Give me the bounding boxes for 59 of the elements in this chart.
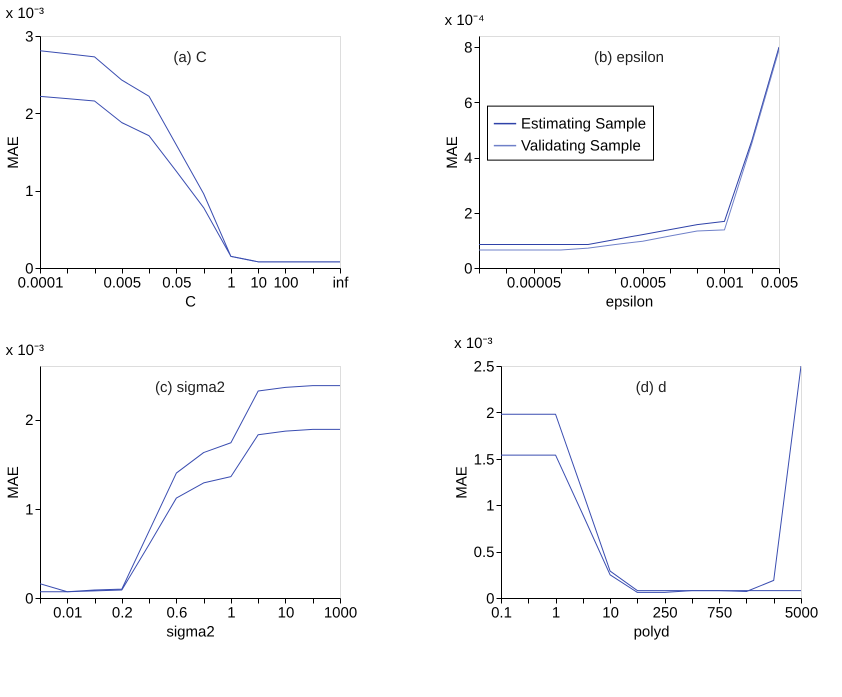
legend-label: Validating Sample bbox=[521, 138, 641, 155]
y-axis-title: MAE bbox=[444, 136, 462, 169]
y-tick-label: 4 bbox=[464, 150, 472, 168]
y-tick-label: 1 bbox=[25, 501, 34, 518]
x-tick-label: 5000 bbox=[784, 604, 818, 622]
text: x 10⁻³ bbox=[6, 342, 44, 359]
y-tick-label: 8 bbox=[464, 40, 472, 57]
x-axis-title: C bbox=[185, 294, 196, 310]
x-tick-label: 250 bbox=[652, 604, 678, 622]
x-tick-label: 10 bbox=[278, 604, 294, 622]
x-tick-label: 10 bbox=[250, 274, 268, 292]
y-tick-label: 0.5 bbox=[474, 544, 494, 562]
x-axis-title: polyd bbox=[634, 624, 670, 640]
text: x 10⁻³ bbox=[6, 5, 44, 22]
x-tick-label: 100 bbox=[273, 274, 298, 292]
x-tick-label: 750 bbox=[707, 604, 732, 622]
x-tick-label: 0.2 bbox=[112, 604, 133, 622]
text: (a) C bbox=[173, 49, 207, 66]
y-axis-title: MAE bbox=[454, 466, 471, 499]
x-tick-label: 0.00005 bbox=[506, 274, 562, 292]
x-tick-label: 0.6 bbox=[166, 604, 188, 622]
x-tick-label: 1 bbox=[227, 274, 236, 292]
y-tick-label: 2 bbox=[25, 106, 34, 123]
x-tick-label: 0.005 bbox=[760, 274, 798, 292]
y-tick-label: 1 bbox=[25, 183, 34, 200]
x-tick-label: 0.005 bbox=[104, 274, 142, 292]
y-tick-label: 3 bbox=[25, 28, 34, 46]
text: (c) sigma2 bbox=[154, 379, 226, 396]
x-tick-label: 0.001 bbox=[706, 274, 744, 292]
text: x 10⁻³ bbox=[454, 335, 493, 352]
text: (d) d bbox=[636, 379, 666, 396]
x-tick-label: 10 bbox=[602, 604, 619, 622]
x-tick-label: 0.1 bbox=[491, 604, 512, 622]
text: x 10⁻⁴ bbox=[444, 12, 484, 29]
text: (b) epsilon bbox=[594, 49, 664, 66]
y-tick-label: 2.5 bbox=[474, 358, 494, 376]
x-tick-label: 0.0005 bbox=[620, 274, 666, 292]
y-tick-label: 1 bbox=[486, 498, 494, 515]
legend-label: Estimating Sample bbox=[521, 116, 646, 133]
x-tick-label: 0.0001 bbox=[18, 274, 64, 292]
x-tick-label: 1 bbox=[227, 604, 236, 622]
x-tick-label: inf bbox=[332, 274, 350, 292]
y-tick-label: 0 bbox=[464, 260, 472, 278]
y-tick-label: 1.5 bbox=[474, 451, 494, 468]
y-tick-label: 0 bbox=[486, 590, 494, 608]
x-axis-title: sigma2 bbox=[166, 624, 215, 640]
x-axis-title: epsilon bbox=[606, 294, 654, 310]
y-tick-label: 6 bbox=[464, 94, 472, 112]
y-tick-label: 0 bbox=[25, 260, 34, 278]
y-tick-label: 2 bbox=[486, 404, 494, 422]
y-tick-label: 2 bbox=[25, 412, 34, 430]
y-tick-label: 0 bbox=[25, 590, 34, 608]
y-axis-title: MAE bbox=[5, 466, 22, 499]
x-tick-label: 1 bbox=[552, 604, 560, 622]
x-tick-label: 0.01 bbox=[53, 604, 82, 622]
x-tick-label: 1000 bbox=[324, 604, 358, 622]
x-tick-label: 0.05 bbox=[162, 274, 192, 292]
y-tick-label: 2 bbox=[464, 205, 472, 222]
y-axis-title: MAE bbox=[5, 136, 22, 169]
